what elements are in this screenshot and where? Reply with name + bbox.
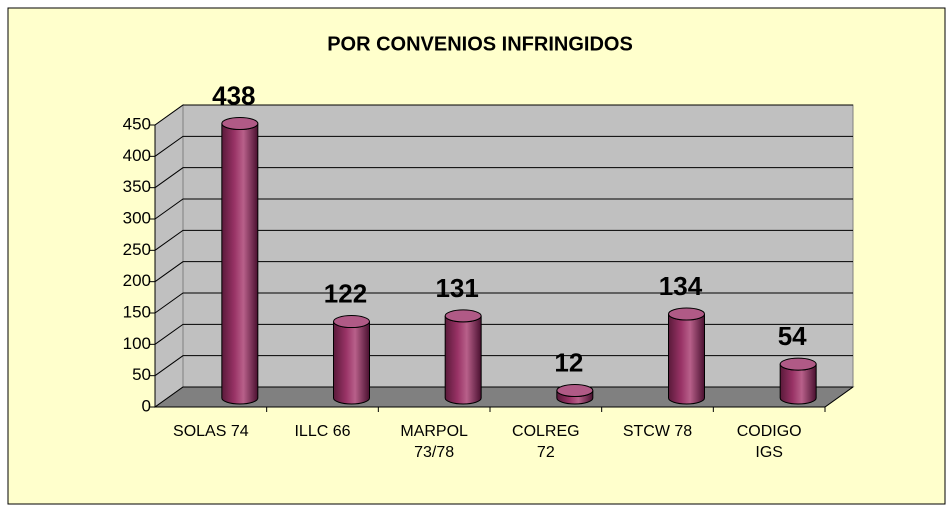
back-wall [182,104,854,388]
y-tick-label: 150 [123,302,151,321]
grid-line [154,229,853,251]
bar [668,313,705,405]
bar-top [333,315,370,329]
grid-line [154,292,853,314]
bar-top [221,117,259,131]
grid-line [154,104,853,126]
x-tick-label: CODIGO IGS [736,423,802,461]
bar [444,315,482,405]
y-tick-label: 100 [123,334,151,353]
bar-top [556,383,594,397]
x-tick-label: MARPOL 73/78 [400,423,468,461]
bar-top [779,357,817,371]
y-tick-label: 200 [123,271,151,290]
data-label: 122 [324,278,367,308]
data-label: 12 [554,347,583,377]
data-label: 54 [778,321,807,351]
y-tick-label: 300 [123,208,151,227]
grid-line [154,323,853,345]
y-tick-label: 250 [123,240,151,259]
grid-line [154,135,853,157]
grid-line [154,386,853,408]
y-tick-label: 50 [132,365,151,384]
y-tick-label: 350 [123,177,151,196]
data-label: 134 [659,271,703,301]
bar-top [668,307,705,321]
y-tick-label: 450 [123,114,151,133]
bar [221,123,259,405]
grid-line [154,261,853,283]
floor [153,386,855,408]
grid-line [154,198,853,220]
grid-line [154,355,853,377]
x-tick-label: STCW 78 [622,423,693,440]
bar-top [444,309,482,323]
chart-title: POR CONVENIOS INFRINGIDOS [327,33,633,55]
x-tick-label: ILLC 66 [294,423,351,440]
side-wall [154,104,184,408]
y-tick-label: 400 [123,146,151,165]
data-label: 131 [435,273,478,303]
x-tick-label: SOLAS 74 [173,423,249,440]
grid-line [154,167,853,189]
x-axis-depth [824,386,854,408]
data-label: 438 [212,80,255,110]
y-tick-label: 0 [142,396,151,415]
x-tick-label: COLREG 72 [512,423,580,461]
bar [333,321,370,405]
